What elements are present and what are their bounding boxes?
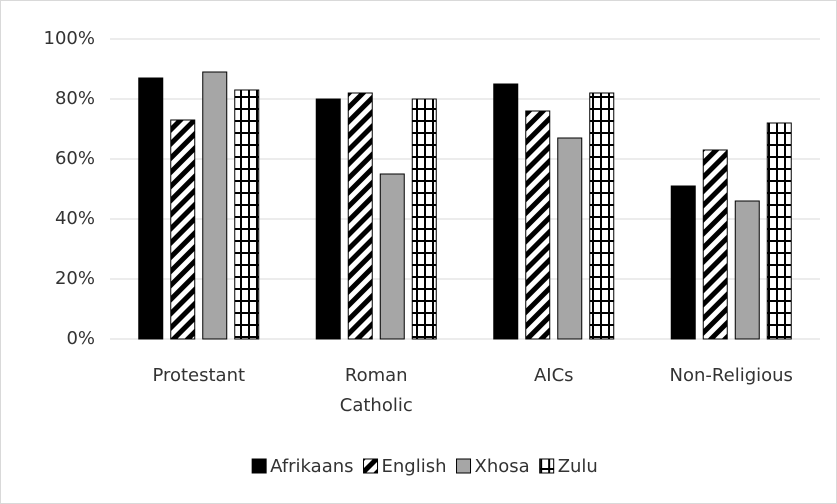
bar bbox=[670, 185, 696, 340]
legend: Afrikaans English Xhosa Zulu bbox=[251, 456, 598, 477]
bar bbox=[170, 119, 196, 340]
legend-label: Afrikaans bbox=[270, 456, 353, 477]
bar bbox=[766, 122, 792, 340]
x-tick-label: Protestant bbox=[152, 365, 245, 386]
y-tick-label: 80% bbox=[55, 88, 95, 109]
bar bbox=[138, 77, 164, 340]
legend-swatch bbox=[251, 458, 267, 474]
legend-label: English bbox=[382, 456, 447, 477]
y-tick-label: 60% bbox=[55, 148, 95, 169]
bar bbox=[202, 71, 228, 340]
bar bbox=[557, 137, 583, 340]
bar bbox=[493, 83, 519, 340]
y-tick-label: 40% bbox=[55, 208, 95, 229]
x-tick-label: Non-Religious bbox=[670, 365, 793, 386]
legend-label: Zulu bbox=[558, 456, 598, 477]
bar bbox=[234, 89, 260, 340]
bar bbox=[702, 149, 728, 340]
y-tick-label: 20% bbox=[55, 268, 95, 289]
legend-swatch bbox=[363, 458, 379, 474]
bar bbox=[411, 98, 437, 340]
legend-label: Xhosa bbox=[475, 456, 530, 477]
bar bbox=[379, 173, 405, 340]
bar bbox=[315, 98, 341, 340]
x-tick-label: Roman Catholic bbox=[340, 365, 413, 416]
bar bbox=[525, 110, 551, 340]
bar bbox=[347, 92, 373, 340]
bar bbox=[734, 200, 760, 340]
bar bbox=[589, 92, 615, 340]
x-tick-label: AICs bbox=[534, 365, 574, 386]
y-tick-label: 100% bbox=[44, 28, 95, 49]
legend-swatch bbox=[456, 458, 472, 474]
legend-swatch bbox=[539, 458, 555, 474]
y-tick-label: 0% bbox=[66, 328, 95, 349]
